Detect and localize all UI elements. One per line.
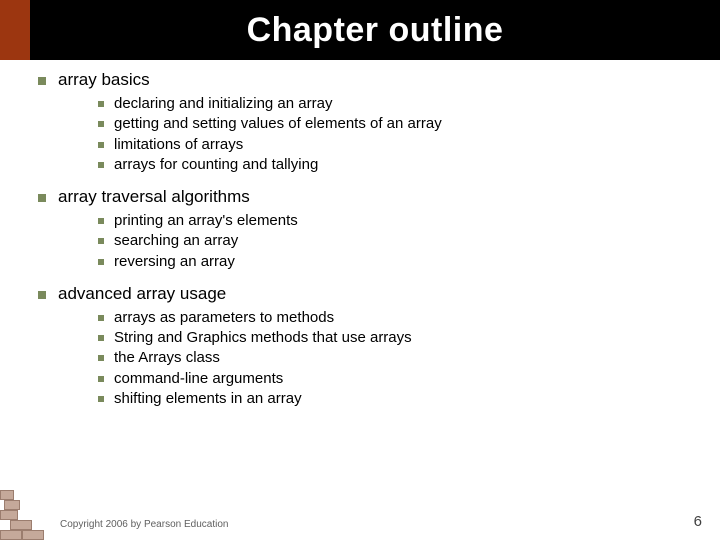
- section-heading: array traversal algorithms printing an a…: [30, 187, 690, 272]
- brick-icon: [0, 510, 18, 520]
- brick-icon: [0, 530, 22, 540]
- section-heading-text: array traversal algorithms: [58, 187, 250, 206]
- section-heading: advanced array usage arrays as parameter…: [30, 284, 690, 409]
- section-heading: array basics declaring and initializing …: [30, 70, 690, 175]
- slide-content: array basics declaring and initializing …: [0, 60, 720, 409]
- section-items: arrays as parameters to methods String a…: [58, 308, 690, 409]
- list-item: limitations of arrays: [58, 135, 690, 155]
- section-items: printing an array's elements searching a…: [58, 211, 690, 272]
- copyright-footer: Copyright 2006 by Pearson Education: [60, 519, 228, 530]
- list-item: printing an array's elements: [58, 211, 690, 231]
- section-items: declaring and initializing an array gett…: [58, 94, 690, 175]
- section-heading-text: advanced array usage: [58, 284, 226, 303]
- brick-icon: [4, 500, 20, 510]
- list-item: arrays for counting and tallying: [58, 155, 690, 175]
- list-item: command-line arguments: [58, 369, 690, 389]
- list-item: declaring and initializing an array: [58, 94, 690, 114]
- slide-title: Chapter outline: [247, 11, 504, 50]
- list-item: String and Graphics methods that use arr…: [58, 328, 690, 348]
- brick-icon: [0, 490, 14, 500]
- section-heading-text: array basics: [58, 70, 150, 89]
- outline-list: array basics declaring and initializing …: [30, 70, 690, 409]
- list-item: shifting elements in an array: [58, 389, 690, 409]
- list-item: searching an array: [58, 231, 690, 251]
- title-band: Chapter outline: [0, 0, 720, 60]
- brick-icon: [10, 520, 32, 530]
- list-item: reversing an array: [58, 252, 690, 272]
- page-number: 6: [694, 513, 702, 530]
- list-item: arrays as parameters to methods: [58, 308, 690, 328]
- brick-decoration: [0, 484, 44, 540]
- list-item: getting and setting values of elements o…: [58, 114, 690, 134]
- brick-icon: [22, 530, 44, 540]
- list-item: the Arrays class: [58, 348, 690, 368]
